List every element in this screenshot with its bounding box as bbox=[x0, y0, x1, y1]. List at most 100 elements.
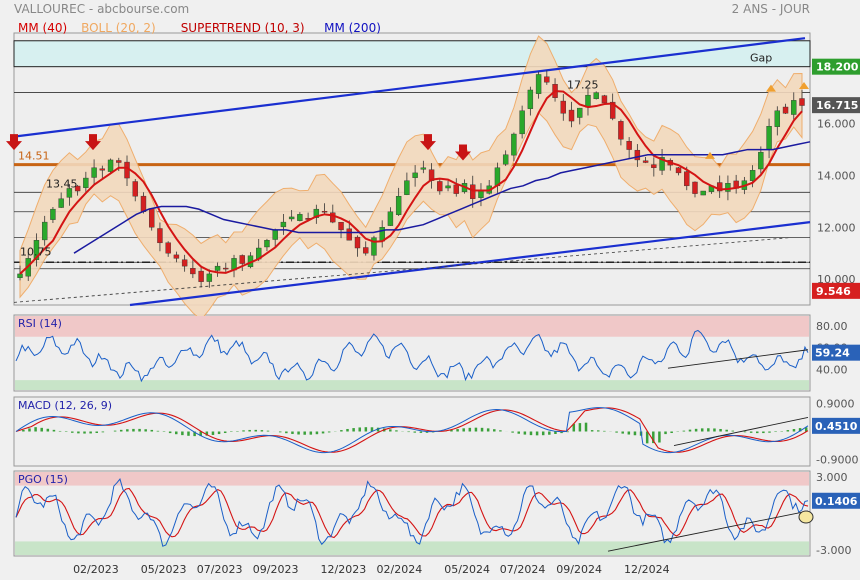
macd-histogram-bar bbox=[52, 429, 56, 432]
oscillator-trendline-1 bbox=[667, 349, 809, 369]
candle-body bbox=[618, 121, 624, 140]
macd-histogram-bar bbox=[34, 427, 37, 432]
buy-arrow-1 bbox=[766, 84, 776, 92]
macd-histogram-bar bbox=[205, 431, 209, 436]
oscillator-tick-label: -0.9000 bbox=[816, 454, 858, 467]
x-tick-label: 12/2023 bbox=[321, 563, 367, 576]
macd-histogram-bar bbox=[499, 430, 502, 432]
candle-body bbox=[288, 216, 295, 220]
oscillator-tick-label: -3.000 bbox=[816, 544, 851, 557]
macd-histogram-bar bbox=[352, 428, 355, 432]
candle-body bbox=[321, 210, 328, 213]
gap-label: Gap bbox=[750, 52, 772, 65]
candle-body bbox=[354, 236, 361, 249]
macd-histogram-bar bbox=[590, 430, 594, 432]
macd-histogram-bar bbox=[804, 427, 808, 432]
panel-title-3: PGO (15) bbox=[18, 473, 68, 486]
oversold-zone-1 bbox=[15, 380, 809, 390]
macd-histogram-bar bbox=[688, 429, 692, 432]
macd-histogram-bar bbox=[193, 431, 196, 437]
macd-histogram-bar bbox=[523, 431, 527, 435]
macd-histogram-bar bbox=[578, 423, 582, 432]
macd-histogram-bar bbox=[419, 431, 423, 433]
oscillator-badge-3 bbox=[812, 492, 860, 509]
macd-histogram-bar bbox=[168, 431, 172, 434]
macd-histogram-bar bbox=[358, 427, 361, 432]
macd-histogram-bar bbox=[456, 429, 459, 432]
candle-body bbox=[659, 157, 665, 171]
candle-body bbox=[50, 208, 56, 220]
candle-body bbox=[74, 185, 81, 192]
candle-body bbox=[716, 182, 723, 192]
candle-body bbox=[395, 195, 402, 215]
candle-body bbox=[725, 183, 731, 192]
x-tick-label: 07/2024 bbox=[500, 563, 546, 576]
candle-body bbox=[83, 177, 89, 188]
macd-histogram-bar bbox=[560, 431, 563, 434]
candle-body bbox=[791, 100, 797, 115]
legend-item-1: BOLL (20, 2) bbox=[81, 21, 156, 35]
macd-histogram-bar bbox=[126, 429, 129, 432]
candle-body bbox=[470, 184, 476, 199]
candle-body bbox=[363, 247, 369, 254]
chart-title: VALLOUREC - abcbourse.com bbox=[14, 2, 190, 16]
x-tick-label: 02/2023 bbox=[73, 563, 119, 576]
macd-histogram-bar bbox=[181, 431, 184, 436]
level-label-1345: 13.45 bbox=[46, 178, 78, 191]
macd-histogram-bar bbox=[376, 427, 380, 432]
candle-body bbox=[264, 240, 270, 248]
macd-histogram-bar bbox=[762, 431, 765, 434]
sell-arrow-3 bbox=[6, 134, 22, 151]
oscillator-trendline-3 bbox=[607, 510, 809, 552]
macd-histogram-bar bbox=[370, 427, 374, 432]
macd-histogram-bar bbox=[327, 431, 331, 433]
candle-body bbox=[157, 228, 163, 244]
candle-body bbox=[149, 208, 155, 228]
price-badge-0 bbox=[812, 58, 860, 75]
macd-histogram-bar bbox=[474, 427, 478, 432]
macd-histogram-bar bbox=[450, 429, 453, 432]
macd-histogram-bar bbox=[652, 431, 655, 444]
oscillator-tick-label: 40.00 bbox=[816, 363, 848, 376]
macd-histogram-bar bbox=[597, 430, 600, 432]
macd-histogram-bar bbox=[584, 422, 588, 432]
candle-body bbox=[568, 109, 575, 122]
ma200-line bbox=[73, 141, 811, 254]
macd-histogram-bar bbox=[658, 431, 661, 443]
upper-trend-line bbox=[13, 37, 806, 138]
macd-histogram-bar bbox=[493, 429, 496, 432]
candle-body bbox=[313, 208, 320, 218]
candle-body bbox=[799, 98, 805, 106]
price-tick-label: 14.000 bbox=[817, 169, 856, 182]
oscillator-tick-label: 0.9000 bbox=[816, 397, 855, 410]
macd-histogram-bar bbox=[150, 429, 154, 432]
candle-body bbox=[749, 170, 756, 181]
macd-histogram-bar bbox=[101, 431, 105, 433]
macd-histogram-bar bbox=[254, 429, 258, 432]
overbought-zone-1 bbox=[15, 316, 809, 337]
macd-histogram-bar bbox=[725, 429, 728, 432]
gap-zone bbox=[13, 40, 811, 68]
x-tick-label: 12/2024 bbox=[624, 563, 670, 576]
macd-histogram-bar bbox=[89, 431, 92, 434]
candle-body bbox=[330, 212, 336, 223]
ma40-line bbox=[19, 90, 803, 275]
candle-body bbox=[58, 198, 64, 208]
candle-body bbox=[412, 172, 418, 178]
macd-histogram-bar bbox=[291, 431, 294, 434]
macd-histogram-bar bbox=[315, 431, 319, 435]
macd-histogram-bar bbox=[566, 431, 569, 433]
macd-histogram-bar bbox=[798, 428, 802, 432]
candle-body bbox=[560, 100, 566, 114]
bollinger-band bbox=[19, 35, 803, 321]
candle-body bbox=[609, 101, 616, 119]
candle-body bbox=[280, 221, 287, 228]
oscillator-line-2 bbox=[15, 407, 809, 454]
candle-body bbox=[387, 211, 394, 226]
candle-body bbox=[239, 255, 245, 264]
x-tick-label: 05/2023 bbox=[141, 563, 187, 576]
candle-body bbox=[41, 221, 48, 241]
macd-histogram-bar bbox=[28, 428, 31, 432]
candle-body bbox=[634, 149, 641, 161]
